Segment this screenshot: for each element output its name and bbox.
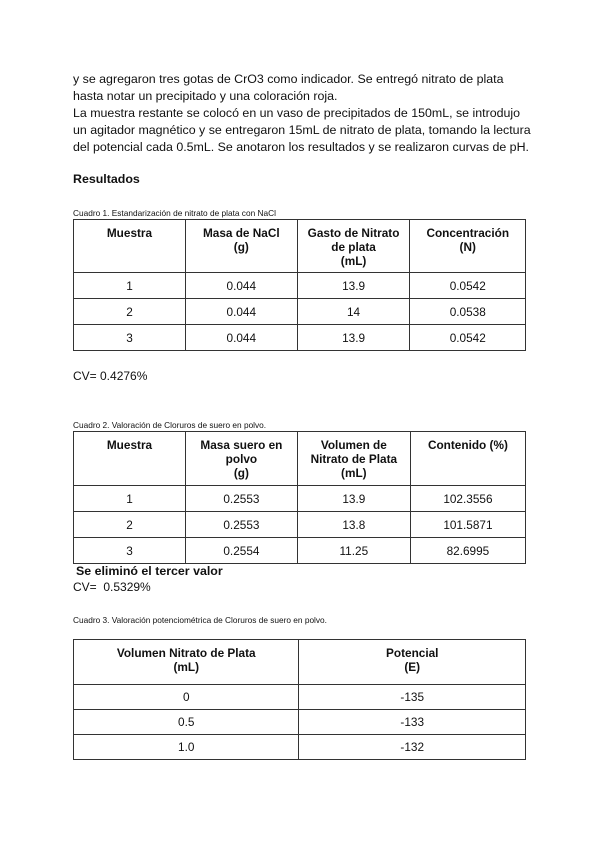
column-header: Masa suero en polvo (g) <box>184 431 298 486</box>
column-header: Contenido (%) <box>409 431 527 486</box>
results-heading: Resultados <box>73 172 140 186</box>
column-header: Volumen Nitrato de Plata (mL) <box>72 639 300 685</box>
column-header: Concentración (N) <box>409 219 526 273</box>
table-cell: 0.0542 <box>409 272 526 299</box>
table-cell: -132 <box>298 734 526 760</box>
table-cell: 0.044 <box>184 298 298 325</box>
table-standardization: Muestra Masa de NaCl (g) Gasto de Nitrato … <box>73 219 526 351</box>
column-header: Gasto de Nitrato de plata (mL) <box>296 219 411 273</box>
table3-caption: Cuadro 3. Valoración potenciométrica de … <box>73 615 327 625</box>
table-row: 3 0.2554 11.25 82.6995 <box>73 537 527 564</box>
table-cell: 0.0542 <box>409 324 526 351</box>
table-cell: 0.5 <box>72 709 300 735</box>
paragraph-procedure: La muestra restante se colocó en un vaso… <box>73 106 531 154</box>
column-header: Potencial (E) <box>298 639 526 685</box>
table-row: 1.0 -132 <box>72 734 526 760</box>
table-cell: 13.9 <box>296 485 411 512</box>
table-cell: 102.3556 <box>409 485 527 512</box>
table-cell: 0.0538 <box>409 298 526 325</box>
table-row: 0 -135 <box>72 684 526 710</box>
column-header: Volumen de Nitrato de Plata (mL) <box>296 431 411 486</box>
table-cell: 0 <box>72 684 300 710</box>
column-header: Muestra <box>73 431 186 486</box>
column-header: Masa de NaCl (g) <box>184 219 298 273</box>
table-cell: 13.8 <box>296 511 411 538</box>
table-cell: 2 <box>73 298 186 325</box>
table-row: 1 0.044 13.9 0.0542 <box>73 272 526 299</box>
table-chlorides: Muestra Masa suero en polvo (g) Volumen de… <box>73 431 527 564</box>
table-cell: 1.0 <box>72 734 300 760</box>
table-row: 0.5 -133 <box>72 709 526 735</box>
table-cell: 13.9 <box>296 324 411 351</box>
table-cell: 2 <box>73 511 186 538</box>
table-cell: 1 <box>73 485 186 512</box>
table-potentiometric: Volumen Nitrato de Plata (mL) Potencial (… <box>72 639 526 760</box>
table-cell: 3 <box>73 324 186 351</box>
table-cell: 0.2553 <box>184 511 298 538</box>
table-cell: -135 <box>298 684 526 710</box>
table-cell: 0.044 <box>184 272 298 299</box>
table-cell: 3 <box>73 537 186 564</box>
table-cell: 0.044 <box>184 324 298 351</box>
column-header: Muestra <box>73 219 186 273</box>
table-row: 2 0.044 14 0.0538 <box>73 298 526 325</box>
table2-note: Se eliminó el tercer valor <box>76 564 223 578</box>
table1-caption: Cuadro 1. Estandarización de nitrato de … <box>73 208 276 218</box>
table-cell: -133 <box>298 709 526 735</box>
table-cell: 14 <box>296 298 411 325</box>
table2-cv: CV= 0.5329% <box>73 580 151 594</box>
table-cell: 0.2553 <box>184 485 298 512</box>
table-cell: 11.25 <box>296 537 411 564</box>
table-row: 3 0.044 13.9 0.0542 <box>73 324 526 351</box>
table-cell: 13.9 <box>296 272 411 299</box>
table1-cv: CV= 0.4276% <box>73 369 148 383</box>
table-row: 2 0.2553 13.8 101.5871 <box>73 511 527 538</box>
table-cell: 1 <box>73 272 186 299</box>
table-cell: 82.6995 <box>409 537 527 564</box>
paragraph-indicator: y se agregaron tres gotas de CrO3 como i… <box>73 72 504 103</box>
table-cell: 0.2554 <box>184 537 298 564</box>
table-row: 1 0.2553 13.9 102.3556 <box>73 485 527 512</box>
table2-caption: Cuadro 2. Valoración de Cloruros de suer… <box>73 420 267 430</box>
table-cell: 101.5871 <box>409 511 527 538</box>
